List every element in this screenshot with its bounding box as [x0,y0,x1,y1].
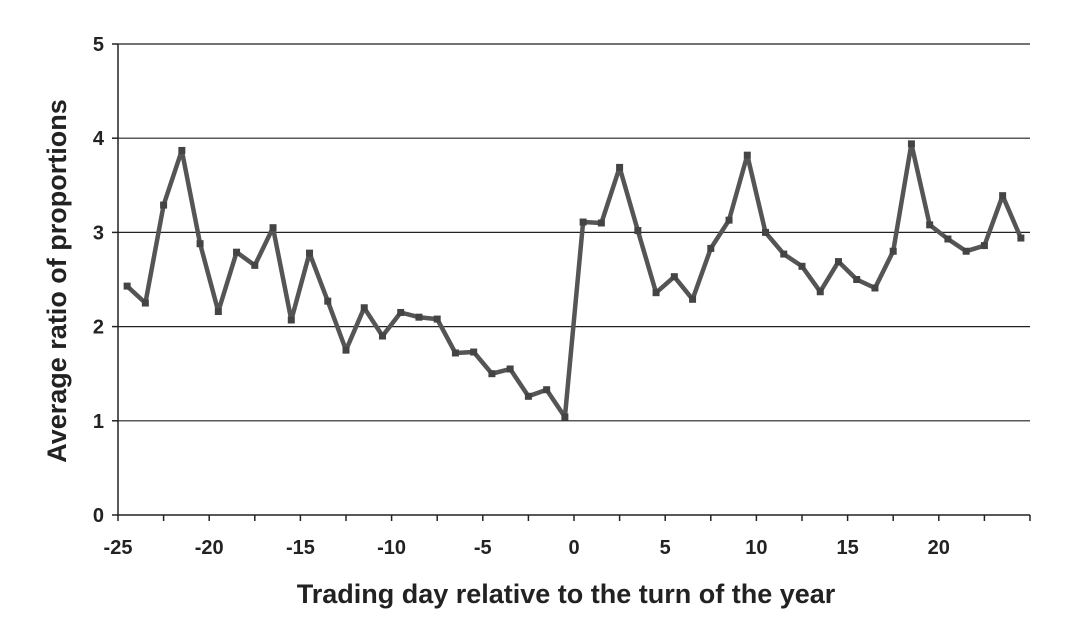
data-point [707,244,715,252]
data-point [634,227,642,235]
y-axis-title: Average ratio of proportions [42,99,72,463]
data-point [816,288,824,296]
y-axis-ticks: 0 1 2 3 4 5 [93,34,118,527]
y-tick-label: 1 [93,411,104,433]
data-point [287,316,295,324]
data-point [762,228,770,236]
data-point [834,258,842,266]
data-point [780,250,788,258]
data-point [689,295,697,303]
x-tick-label: 20 [928,537,950,559]
data-point [141,299,149,307]
y-tick-label: 5 [93,34,104,56]
data-point [470,348,478,356]
data-point [178,146,186,154]
series-line [124,141,1024,420]
data-point [214,308,222,316]
data-point [233,248,241,256]
data-point [451,349,459,357]
data-point [488,370,496,378]
data-point [251,261,259,269]
data-point [324,297,332,305]
x-tick-label: -10 [377,537,406,559]
data-point [306,249,314,257]
data-point [907,140,915,148]
data-point [725,216,733,224]
data-point [926,221,934,229]
x-tick-label: 10 [745,537,767,559]
data-point [160,201,168,209]
data-point [889,247,897,255]
data-point [1017,234,1025,242]
data-point [579,218,587,226]
y-tick-label: 0 [93,505,104,527]
data-point [342,346,350,354]
x-tick-label: 15 [836,537,858,559]
x-axis-ticks: -25 -20 -15 -10 -5 0 5 10 15 20 [104,515,1031,559]
data-point [269,224,277,232]
x-tick-label: 5 [660,537,671,559]
x-tick-label: -25 [104,537,133,559]
data-point [670,273,678,281]
gridlines [118,43,1030,422]
x-tick-label: -20 [195,537,224,559]
data-point [962,247,970,255]
x-tick-label: -5 [474,537,492,559]
data-point [743,151,751,159]
data-point [561,413,569,421]
axes [117,44,1030,516]
data-point [980,242,988,250]
data-point [652,289,660,297]
data-point [853,276,861,283]
x-tick-label: 0 [568,537,579,559]
data-point [871,284,879,292]
data-point [524,392,532,400]
data-point [944,235,952,243]
data-point [397,308,405,316]
y-tick-label: 2 [93,317,104,339]
data-point [378,332,386,340]
x-axis-title: Trading day relative to the turn of the … [297,579,836,609]
data-point [798,262,806,270]
data-point [616,163,624,171]
y-tick-label: 3 [93,222,104,244]
data-series [123,140,1025,421]
data-point [415,313,423,321]
data-point [999,192,1007,200]
data-point [543,386,551,394]
x-tick-label: -15 [286,537,315,559]
data-point [506,365,514,373]
data-point [123,282,131,290]
data-point [196,240,204,248]
y-tick-label: 4 [93,128,105,150]
data-point [597,219,605,227]
data-point [360,304,368,312]
data-point [433,315,441,323]
